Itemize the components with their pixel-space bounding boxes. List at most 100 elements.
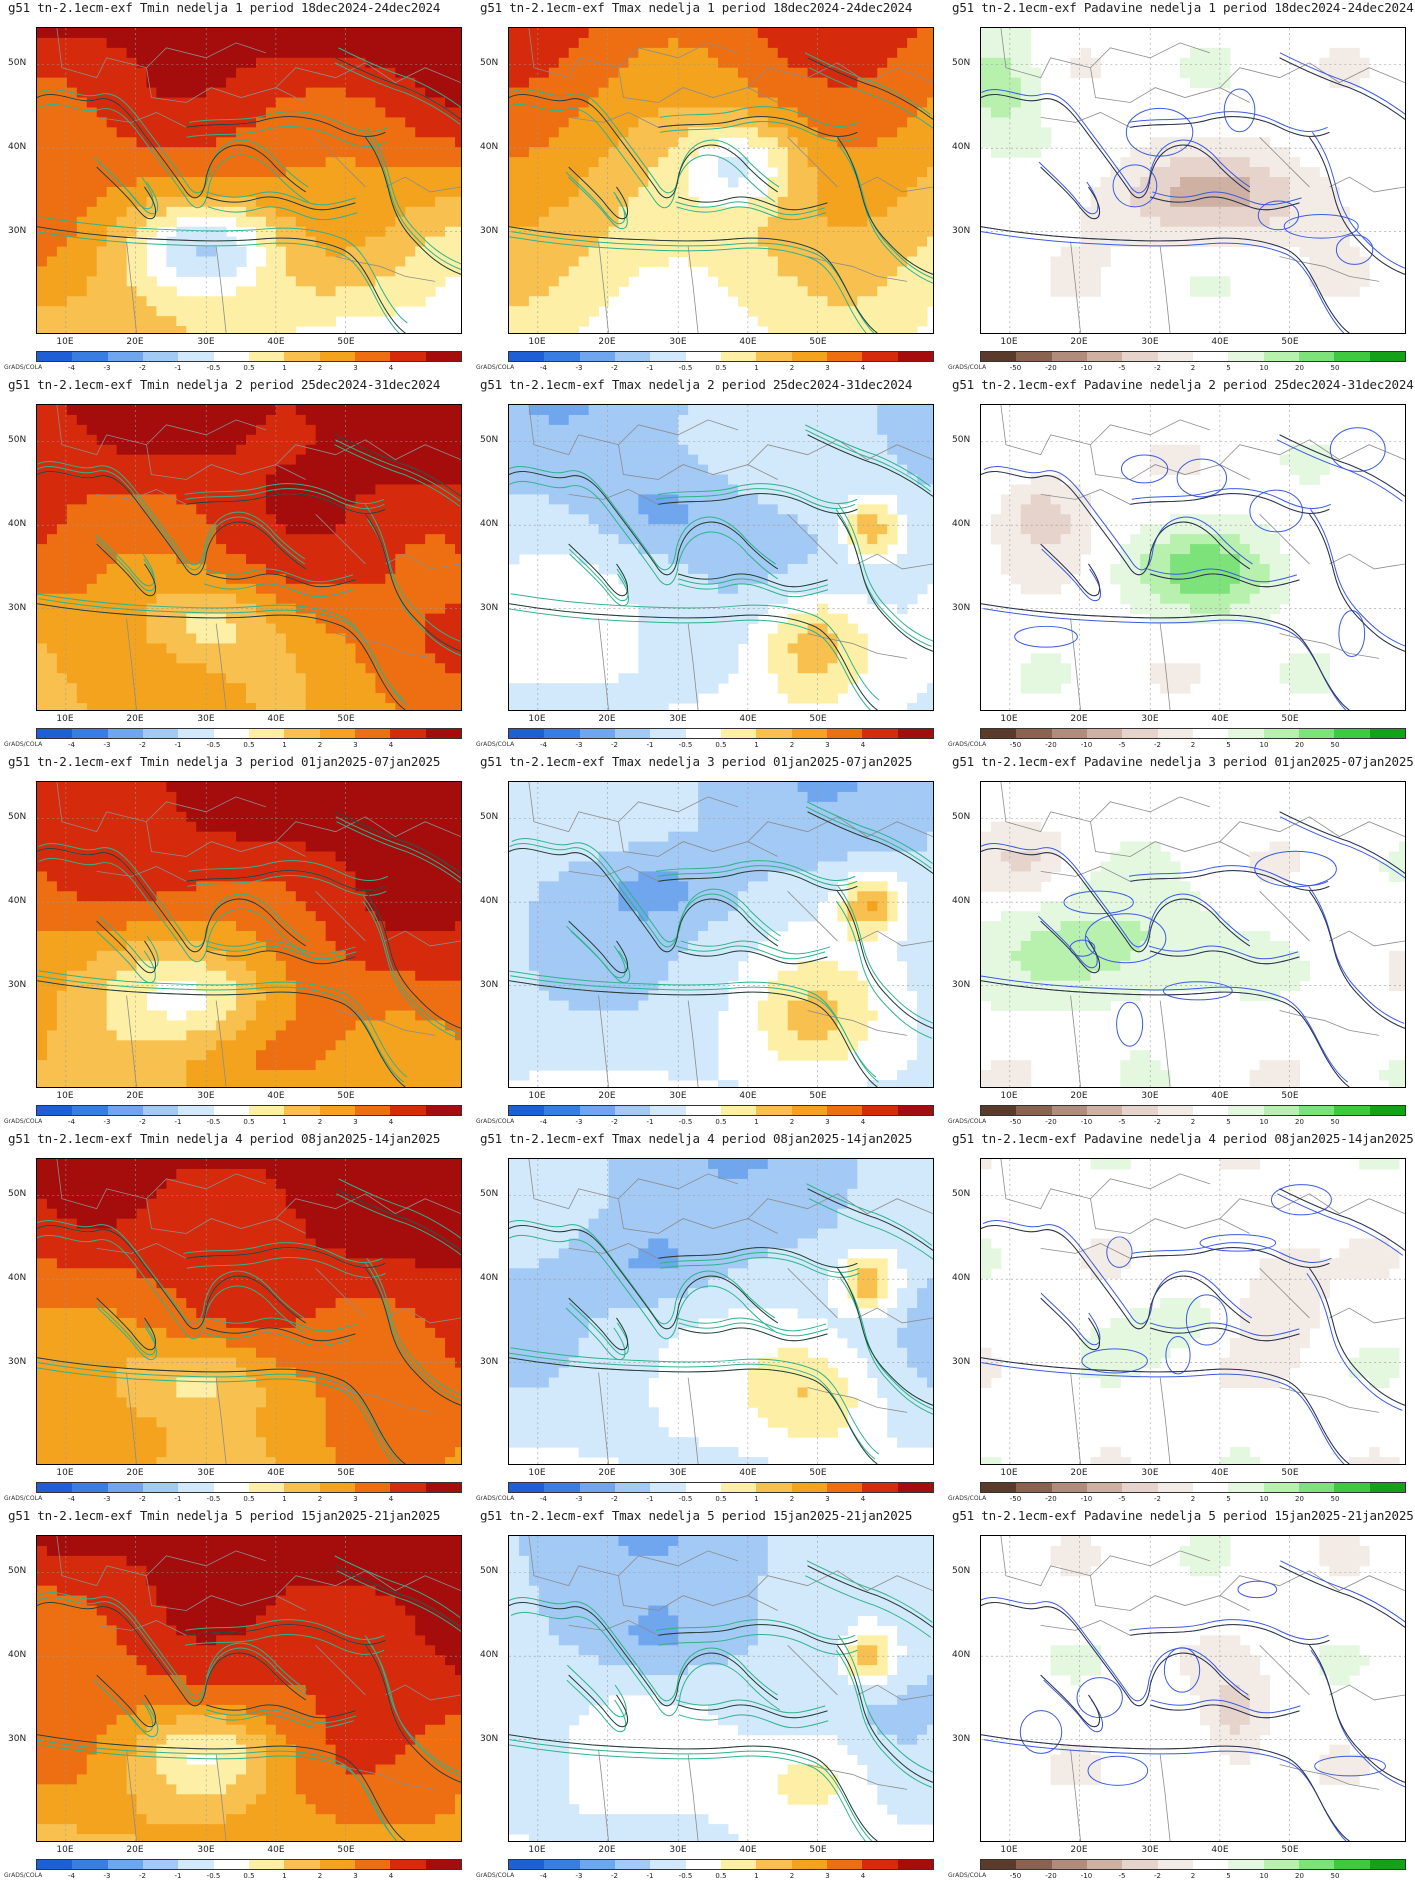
field-cell — [1190, 186, 1201, 198]
field-cell — [96, 28, 108, 39]
field-cell — [255, 326, 267, 333]
field-cell — [668, 67, 679, 79]
field-cell — [588, 434, 600, 446]
field-cell — [385, 37, 396, 49]
field-cell — [757, 434, 769, 446]
field-cell — [990, 28, 1002, 39]
field-cell — [395, 524, 406, 535]
field-cell — [648, 474, 659, 485]
field-cell — [698, 216, 709, 228]
longitude-label: 30E — [1141, 337, 1159, 347]
field-cell — [1140, 167, 1151, 178]
field-cell — [395, 28, 406, 39]
field-cell — [196, 296, 207, 307]
field-cell — [335, 137, 347, 148]
field-cell — [518, 494, 530, 505]
field-cell — [355, 246, 366, 257]
field-cell — [76, 147, 88, 158]
field-cell — [56, 107, 68, 118]
field-cell — [315, 157, 327, 168]
field-cell — [106, 693, 118, 704]
field-cell — [548, 87, 560, 99]
field-cell — [827, 196, 838, 208]
field-cell — [618, 444, 629, 456]
field-cell — [385, 613, 396, 625]
field-cell — [698, 474, 709, 485]
field-cell — [1289, 186, 1300, 198]
field-cell — [226, 167, 237, 178]
field-cell — [375, 583, 386, 595]
field-cell — [1229, 236, 1241, 248]
field-cell — [375, 405, 386, 416]
field-cell — [186, 107, 197, 118]
field-cell — [897, 286, 908, 297]
field-cell — [255, 504, 267, 515]
field-cell — [817, 256, 828, 267]
field-cell — [981, 28, 992, 39]
legend-swatch — [72, 352, 108, 361]
field-cell — [176, 484, 187, 495]
field-cell — [917, 57, 928, 69]
field-cell — [136, 683, 147, 694]
field-cell — [66, 196, 78, 208]
field-cell — [106, 127, 118, 138]
field-cell — [375, 464, 386, 476]
field-cell — [827, 157, 838, 168]
field-cell — [897, 464, 908, 476]
field-cell — [727, 464, 739, 476]
field-cell — [435, 97, 446, 108]
field-cell — [275, 196, 287, 208]
field-cell — [797, 167, 809, 178]
field-cell — [837, 186, 848, 198]
border-line — [215, 623, 227, 710]
field-cell — [255, 474, 267, 485]
field-cell — [186, 326, 197, 333]
field-cell — [435, 583, 446, 595]
field-cell — [37, 216, 48, 228]
field-cell — [678, 97, 689, 108]
legend-swatch — [897, 352, 933, 361]
field-cell — [285, 196, 297, 208]
field-cell — [375, 524, 386, 535]
field-cell — [1150, 147, 1161, 158]
field-cell — [355, 494, 366, 505]
field-cell — [538, 286, 550, 297]
field-cell — [385, 405, 396, 416]
field-cell — [126, 405, 138, 416]
field-cell — [335, 276, 347, 287]
field-cell — [518, 107, 530, 118]
field-cell — [335, 87, 347, 99]
field-cell — [747, 117, 759, 128]
field-cell — [275, 683, 287, 694]
field-cell — [37, 623, 48, 634]
field-cell — [1319, 186, 1330, 198]
field-cell — [345, 464, 356, 476]
contour-line — [1128, 111, 1328, 132]
field-cell — [787, 316, 799, 327]
legend-label: -4 — [68, 364, 75, 372]
field-cell — [295, 434, 307, 446]
field-cell — [767, 414, 779, 426]
field-cell — [96, 147, 108, 158]
field-cell — [817, 434, 828, 446]
field-cell — [226, 28, 237, 39]
field-cell — [668, 117, 679, 128]
field-cell — [807, 216, 819, 228]
field-cell — [777, 454, 789, 466]
field-cell — [335, 77, 347, 89]
field-cell — [568, 326, 580, 333]
field-cell — [648, 147, 659, 158]
field-cell — [1319, 196, 1330, 208]
field-cell — [66, 326, 78, 333]
field-cell — [737, 127, 749, 138]
field-cell — [837, 464, 848, 476]
field-cell — [638, 186, 649, 198]
field-cell — [196, 544, 207, 555]
field-cell — [265, 296, 277, 307]
field-cell — [668, 167, 679, 178]
field-cell — [425, 464, 436, 476]
field-cell — [867, 474, 878, 485]
field-cell — [226, 127, 237, 138]
field-cell — [295, 494, 307, 505]
field-cell — [1209, 196, 1221, 208]
